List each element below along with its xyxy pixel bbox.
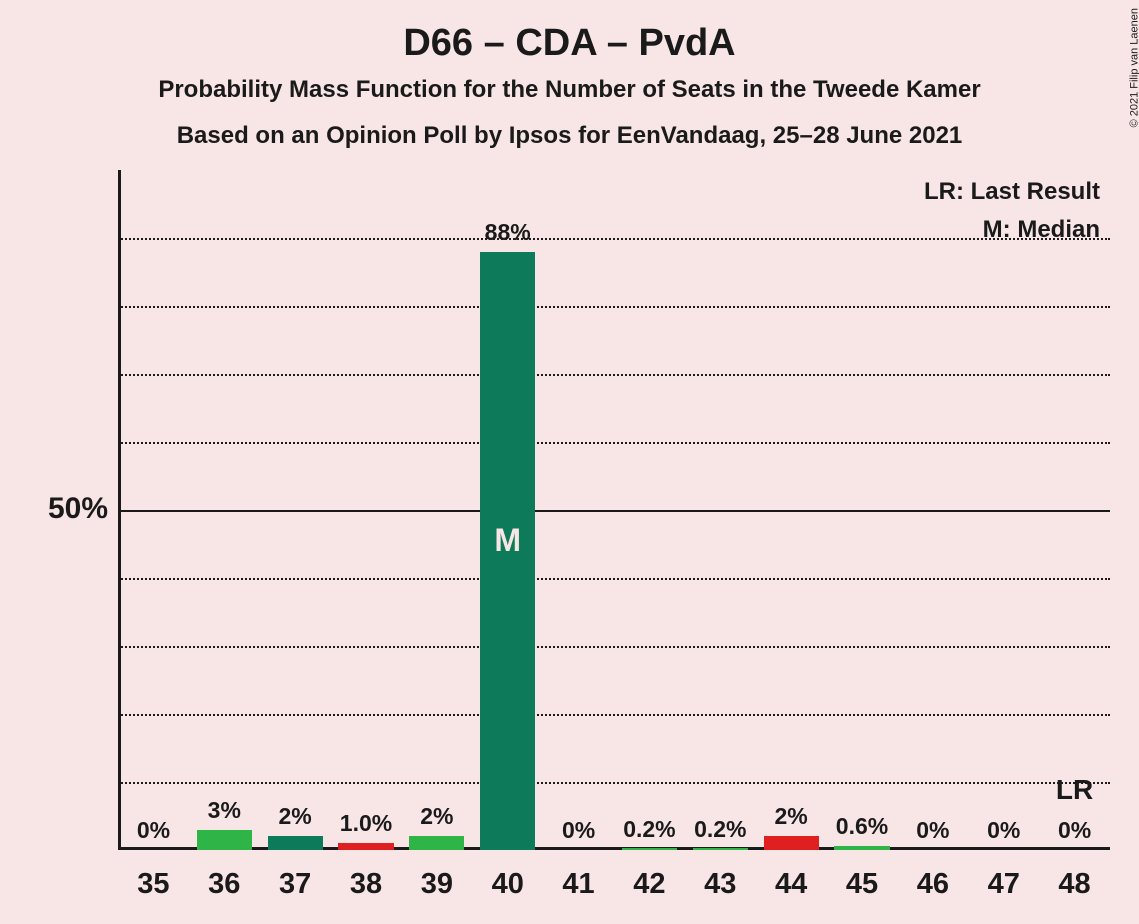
gridline bbox=[118, 646, 1110, 648]
x-axis-label-45: 45 bbox=[822, 868, 902, 901]
bar-value-label-39: 2% bbox=[387, 803, 487, 830]
x-axis-label-35: 35 bbox=[113, 868, 193, 901]
x-axis-label-36: 36 bbox=[184, 868, 264, 901]
plot-area: 0%3%2%1.0%2%88%0%0.2%0.2%2%0.6%0%0%0% M … bbox=[118, 170, 1110, 850]
gridline bbox=[118, 714, 1110, 716]
x-axis-label-39: 39 bbox=[397, 868, 477, 901]
gridline bbox=[118, 442, 1110, 444]
x-axis-label-37: 37 bbox=[255, 868, 335, 901]
x-axis-label-38: 38 bbox=[326, 868, 406, 901]
bar-45 bbox=[834, 846, 889, 850]
x-axis-label-40: 40 bbox=[468, 868, 548, 901]
bar-36 bbox=[197, 830, 252, 850]
y-axis-label-50: 50% bbox=[30, 492, 108, 526]
x-axis-label-41: 41 bbox=[539, 868, 619, 901]
median-marker: M bbox=[468, 522, 548, 559]
chart-title: D66 – CDA – PvdA bbox=[0, 22, 1139, 65]
gridline bbox=[118, 374, 1110, 376]
bar-42 bbox=[622, 848, 677, 850]
gridline bbox=[118, 238, 1110, 240]
y-axis-line bbox=[118, 170, 121, 850]
bar-38 bbox=[338, 843, 393, 850]
chart-subtitle-1: Probability Mass Function for the Number… bbox=[0, 76, 1139, 104]
x-axis-label-47: 47 bbox=[964, 868, 1044, 901]
x-axis-label-42: 42 bbox=[609, 868, 689, 901]
x-axis-label-48: 48 bbox=[1035, 868, 1115, 901]
bar-value-label-40: 88% bbox=[458, 219, 558, 246]
copyright-text: © 2021 Filip van Laenen bbox=[1128, 8, 1139, 127]
gridline bbox=[118, 306, 1110, 308]
bar-44 bbox=[764, 836, 819, 850]
chart-subtitle-2: Based on an Opinion Poll by Ipsos for Ee… bbox=[0, 122, 1139, 150]
gridline bbox=[118, 510, 1110, 512]
x-axis-label-46: 46 bbox=[893, 868, 973, 901]
last-result-marker: LR bbox=[1035, 774, 1115, 806]
bar-value-label-48: 0% bbox=[1025, 817, 1125, 844]
gridline bbox=[118, 782, 1110, 784]
bar-39 bbox=[409, 836, 464, 850]
bar-37 bbox=[268, 836, 323, 850]
x-axis-label-43: 43 bbox=[680, 868, 760, 901]
gridline bbox=[118, 578, 1110, 580]
bar-43 bbox=[693, 848, 748, 850]
x-axis-label-44: 44 bbox=[751, 868, 831, 901]
chart-canvas: D66 – CDA – PvdA Probability Mass Functi… bbox=[0, 0, 1139, 924]
